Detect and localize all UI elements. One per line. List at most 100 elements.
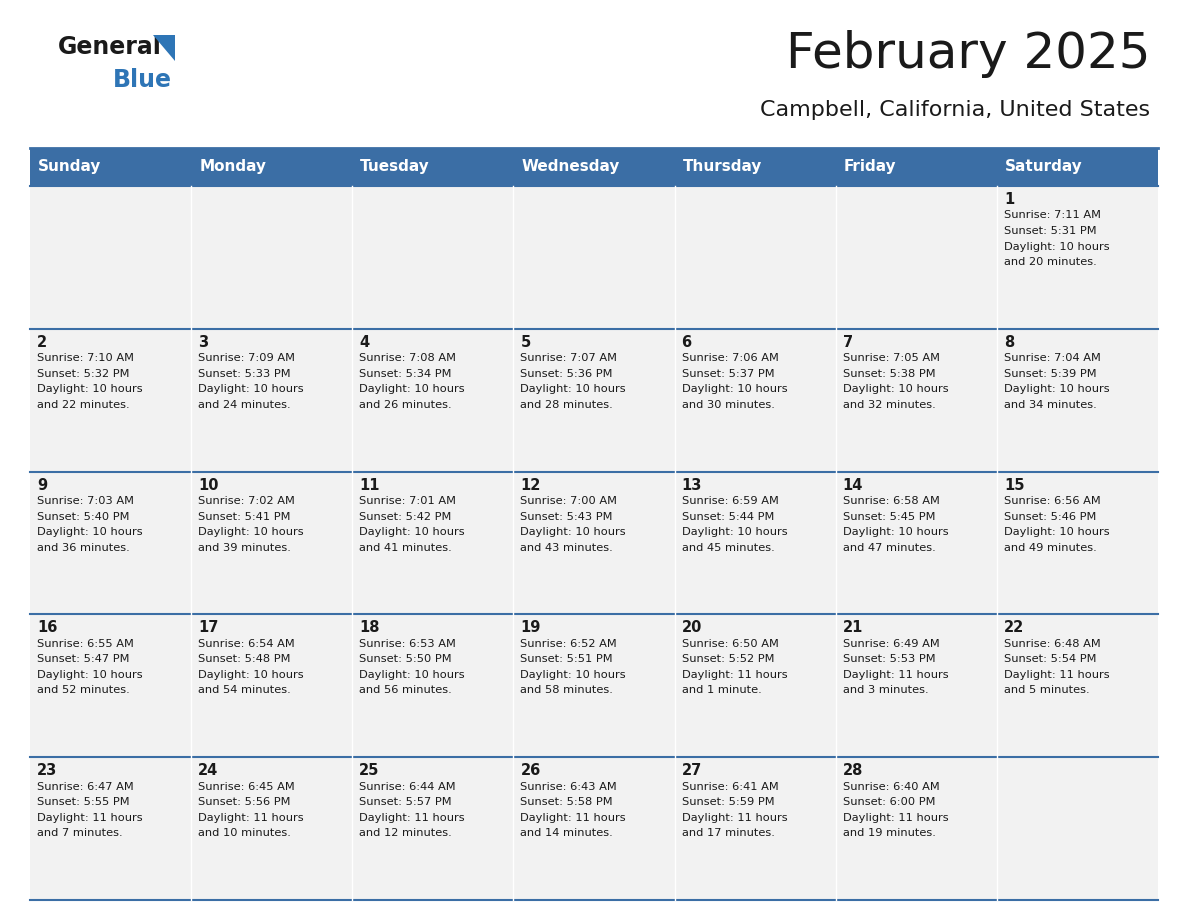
Text: Sunset: 5:31 PM: Sunset: 5:31 PM [1004,226,1097,236]
Text: General: General [58,35,162,59]
Text: 5: 5 [520,335,531,350]
Text: and 24 minutes.: and 24 minutes. [198,400,291,409]
Text: Daylight: 10 hours: Daylight: 10 hours [520,385,626,395]
Text: 12: 12 [520,477,541,493]
Text: and 43 minutes.: and 43 minutes. [520,543,613,553]
Bar [191,614,353,757]
Text: Tuesday: Tuesday [360,160,430,174]
Bar [513,148,675,186]
Text: and 58 minutes.: and 58 minutes. [520,686,613,696]
Text: Monday: Monday [200,160,266,174]
Text: Sunrise: 6:45 AM: Sunrise: 6:45 AM [198,782,295,791]
Text: Daylight: 11 hours: Daylight: 11 hours [682,812,788,823]
Text: 1: 1 [1004,192,1015,207]
Bar [191,472,353,614]
Bar [997,472,1158,614]
Text: Daylight: 10 hours: Daylight: 10 hours [842,385,948,395]
Text: 25: 25 [359,763,380,778]
Text: Daylight: 10 hours: Daylight: 10 hours [682,527,788,537]
Text: Sunset: 5:47 PM: Sunset: 5:47 PM [37,655,129,665]
Text: Sunrise: 7:05 AM: Sunrise: 7:05 AM [842,353,940,364]
Bar [997,148,1158,186]
Text: Sunday: Sunday [38,160,101,174]
Text: Sunset: 5:48 PM: Sunset: 5:48 PM [198,655,291,665]
Text: Daylight: 11 hours: Daylight: 11 hours [682,670,788,680]
Bar [191,186,353,329]
Text: 28: 28 [842,763,864,778]
Text: Sunset: 5:52 PM: Sunset: 5:52 PM [682,655,775,665]
Bar [30,186,191,329]
Text: and 7 minutes.: and 7 minutes. [37,828,122,838]
Text: Wednesday: Wednesday [522,160,620,174]
Text: Sunset: 5:50 PM: Sunset: 5:50 PM [359,655,451,665]
Bar [997,329,1158,472]
Bar [835,757,997,900]
Bar [353,329,513,472]
Bar [353,186,513,329]
Text: Sunrise: 6:48 AM: Sunrise: 6:48 AM [1004,639,1100,649]
Text: Daylight: 10 hours: Daylight: 10 hours [520,670,626,680]
Text: February 2025: February 2025 [785,30,1150,78]
Text: Sunrise: 6:50 AM: Sunrise: 6:50 AM [682,639,778,649]
Text: Daylight: 10 hours: Daylight: 10 hours [359,385,465,395]
Text: Daylight: 11 hours: Daylight: 11 hours [842,812,948,823]
Text: Sunset: 5:51 PM: Sunset: 5:51 PM [520,655,613,665]
Text: Sunset: 5:32 PM: Sunset: 5:32 PM [37,369,129,379]
Bar [675,472,835,614]
Bar [30,329,191,472]
Text: and 54 minutes.: and 54 minutes. [198,686,291,696]
Text: 21: 21 [842,621,864,635]
Bar [30,472,191,614]
Text: Campbell, California, United States: Campbell, California, United States [760,100,1150,120]
Text: Daylight: 10 hours: Daylight: 10 hours [359,670,465,680]
Text: Daylight: 11 hours: Daylight: 11 hours [520,812,626,823]
Text: Sunset: 5:38 PM: Sunset: 5:38 PM [842,369,935,379]
Text: Daylight: 11 hours: Daylight: 11 hours [1004,670,1110,680]
Bar [675,329,835,472]
Text: 2: 2 [37,335,48,350]
Text: and 52 minutes.: and 52 minutes. [37,686,129,696]
Text: and 36 minutes.: and 36 minutes. [37,543,129,553]
Text: 24: 24 [198,763,219,778]
Text: Sunrise: 6:56 AM: Sunrise: 6:56 AM [1004,496,1100,506]
Text: Daylight: 10 hours: Daylight: 10 hours [198,527,304,537]
Text: Sunset: 5:41 PM: Sunset: 5:41 PM [198,511,291,521]
Text: 27: 27 [682,763,702,778]
Text: 11: 11 [359,477,380,493]
Text: Sunset: 5:54 PM: Sunset: 5:54 PM [1004,655,1097,665]
Text: Sunrise: 7:08 AM: Sunrise: 7:08 AM [359,353,456,364]
Text: Sunrise: 6:40 AM: Sunrise: 6:40 AM [842,782,940,791]
Bar [191,148,353,186]
Bar [191,329,353,472]
Bar [191,757,353,900]
Bar [30,614,191,757]
Text: Sunrise: 7:11 AM: Sunrise: 7:11 AM [1004,210,1101,220]
Text: Daylight: 10 hours: Daylight: 10 hours [1004,527,1110,537]
Bar [513,472,675,614]
Text: Sunset: 5:55 PM: Sunset: 5:55 PM [37,797,129,807]
Text: Sunrise: 7:10 AM: Sunrise: 7:10 AM [37,353,134,364]
Bar [997,757,1158,900]
Text: and 26 minutes.: and 26 minutes. [359,400,451,409]
Text: and 17 minutes.: and 17 minutes. [682,828,775,838]
Text: Blue: Blue [113,68,172,92]
Text: Sunset: 5:44 PM: Sunset: 5:44 PM [682,511,773,521]
Text: Sunrise: 7:03 AM: Sunrise: 7:03 AM [37,496,134,506]
Bar [675,614,835,757]
Text: 7: 7 [842,335,853,350]
Text: Sunrise: 6:54 AM: Sunrise: 6:54 AM [198,639,295,649]
Text: Daylight: 11 hours: Daylight: 11 hours [37,812,143,823]
Text: Sunrise: 7:02 AM: Sunrise: 7:02 AM [198,496,295,506]
Text: Daylight: 10 hours: Daylight: 10 hours [359,527,465,537]
Bar [835,329,997,472]
Bar [835,472,997,614]
Text: 14: 14 [842,477,864,493]
Bar [675,186,835,329]
Text: Sunset: 6:00 PM: Sunset: 6:00 PM [842,797,935,807]
Bar [835,614,997,757]
Text: 16: 16 [37,621,57,635]
Text: Sunset: 5:56 PM: Sunset: 5:56 PM [198,797,291,807]
Text: Sunrise: 7:09 AM: Sunrise: 7:09 AM [198,353,295,364]
Text: Sunset: 5:33 PM: Sunset: 5:33 PM [198,369,291,379]
Text: Sunrise: 6:44 AM: Sunrise: 6:44 AM [359,782,456,791]
